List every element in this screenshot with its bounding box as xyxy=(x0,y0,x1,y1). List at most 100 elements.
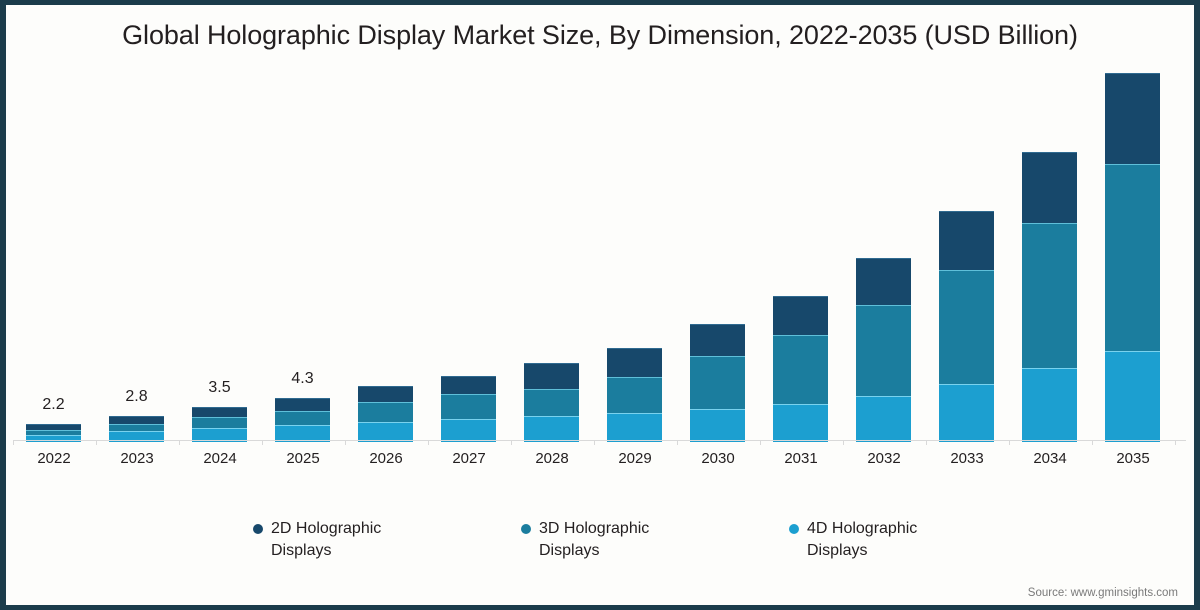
x-axis-label-2032: 2032 xyxy=(867,450,901,467)
bar-segment-2d[interactable] xyxy=(441,376,496,394)
legend-color-swatch-icon xyxy=(253,524,263,534)
bar-segment-2d[interactable] xyxy=(1105,73,1160,164)
bar-segment-2d[interactable] xyxy=(192,407,247,417)
bar-2029[interactable] xyxy=(607,348,662,442)
bar-segment-2d[interactable] xyxy=(856,258,911,305)
bar-segment-4d[interactable] xyxy=(1022,368,1077,442)
bar-value-label-2024: 3.5 xyxy=(208,379,231,396)
bar-2023[interactable] xyxy=(109,416,164,442)
x-tick-2033 xyxy=(926,440,927,445)
bar-2030[interactable] xyxy=(690,324,745,442)
bar-segment-4d[interactable] xyxy=(26,435,81,442)
bar-segment-3d[interactable] xyxy=(773,335,828,404)
bar-segment-4d[interactable] xyxy=(607,413,662,442)
legend-color-swatch-icon xyxy=(789,524,799,534)
bar-segment-2d[interactable] xyxy=(607,348,662,377)
bar-segment-4d[interactable] xyxy=(1105,351,1160,442)
bar-2035[interactable] xyxy=(1105,73,1160,442)
bar-2026[interactable] xyxy=(358,386,413,442)
bar-2034[interactable] xyxy=(1022,152,1077,442)
x-axis-line xyxy=(14,440,1186,441)
x-axis-label-2029: 2029 xyxy=(618,450,652,467)
bar-segment-2d[interactable] xyxy=(939,211,994,270)
bar-segment-4d[interactable] xyxy=(690,409,745,442)
bar-segment-4d[interactable] xyxy=(856,396,911,442)
bar-value-label-2025: 4.3 xyxy=(291,370,314,387)
legend-color-swatch-icon xyxy=(521,524,531,534)
bar-segment-3d[interactable] xyxy=(109,424,164,431)
x-axis-label-2025: 2025 xyxy=(286,450,320,467)
bar-2028[interactable] xyxy=(524,363,579,442)
legend-item-1[interactable]: 2D Holographic Displays xyxy=(253,518,411,562)
legend-item-3[interactable]: 4D Holographic Displays xyxy=(789,518,947,562)
bar-segment-2d[interactable] xyxy=(1022,152,1077,223)
bar-segment-3d[interactable] xyxy=(1022,223,1077,368)
bar-segment-3d[interactable] xyxy=(1105,164,1160,351)
x-axis-label-2034: 2034 xyxy=(1033,450,1067,467)
bar-segment-3d[interactable] xyxy=(441,394,496,419)
bar-segment-3d[interactable] xyxy=(690,356,745,409)
bar-segment-2d[interactable] xyxy=(109,416,164,424)
x-tick-2025 xyxy=(262,440,263,445)
bar-2025[interactable] xyxy=(275,398,330,442)
bar-value-label-2023: 2.8 xyxy=(125,388,148,405)
x-tick-2022 xyxy=(13,440,14,445)
bar-segment-4d[interactable] xyxy=(524,416,579,442)
bar-segment-3d[interactable] xyxy=(275,411,330,425)
bar-segment-2d[interactable] xyxy=(275,398,330,411)
bar-segment-4d[interactable] xyxy=(192,428,247,442)
x-axis-label-2027: 2027 xyxy=(452,450,486,467)
bar-segment-3d[interactable] xyxy=(358,402,413,422)
bar-segment-4d[interactable] xyxy=(773,404,828,442)
legend-label: 2D Holographic Displays xyxy=(271,520,382,559)
x-axis-label-2033: 2033 xyxy=(950,450,984,467)
bar-2024[interactable] xyxy=(192,407,247,442)
plot-area xyxy=(0,60,1200,442)
bar-segment-4d[interactable] xyxy=(109,431,164,442)
bar-segment-2d[interactable] xyxy=(773,296,828,335)
bar-2022[interactable] xyxy=(26,424,81,442)
bar-segment-4d[interactable] xyxy=(939,384,994,442)
x-axis-label-2031: 2031 xyxy=(784,450,818,467)
x-axis-label-2030: 2030 xyxy=(701,450,735,467)
bar-2032[interactable] xyxy=(856,258,911,442)
x-tick-2034 xyxy=(1009,440,1010,445)
x-tick-2035 xyxy=(1092,440,1093,445)
bar-segment-3d[interactable] xyxy=(524,389,579,416)
bar-segment-2d[interactable] xyxy=(358,386,413,402)
x-tick-2028 xyxy=(511,440,512,445)
bar-2033[interactable] xyxy=(939,211,994,442)
bar-segment-4d[interactable] xyxy=(275,425,330,442)
x-tick-2026 xyxy=(345,440,346,445)
bar-segment-2d[interactable] xyxy=(524,363,579,389)
x-tick-2023 xyxy=(96,440,97,445)
x-axis-label-2035: 2035 xyxy=(1116,450,1150,467)
bar-segment-2d[interactable] xyxy=(26,424,81,430)
bar-2027[interactable] xyxy=(441,376,496,442)
bar-segment-3d[interactable] xyxy=(939,270,994,384)
bar-segment-3d[interactable] xyxy=(856,305,911,396)
x-tick-2031 xyxy=(760,440,761,445)
x-tick-2029 xyxy=(594,440,595,445)
x-axis-label-2024: 2024 xyxy=(203,450,237,467)
bar-segment-4d[interactable] xyxy=(441,419,496,442)
bar-2031[interactable] xyxy=(773,296,828,442)
bar-segment-3d[interactable] xyxy=(192,417,247,428)
bar-segment-4d[interactable] xyxy=(358,422,413,442)
bar-segment-2d[interactable] xyxy=(690,324,745,356)
x-tick-end xyxy=(1175,440,1176,445)
x-tick-2024 xyxy=(179,440,180,445)
page-title: Global Holographic Display Market Size, … xyxy=(122,20,1078,50)
chart-legend: 2D Holographic Displays 3D Holographic Disp… xyxy=(0,518,1200,562)
bar-value-label-2022: 2.2 xyxy=(42,396,65,413)
legend-item-2[interactable]: 3D Holographic Displays xyxy=(521,518,679,562)
x-tick-2027 xyxy=(428,440,429,445)
x-axis-label-2026: 2026 xyxy=(369,450,403,467)
bar-segment-3d[interactable] xyxy=(26,430,81,435)
source-attribution: Source: www.gminsights.com xyxy=(1027,587,1178,599)
x-axis-label-2023: 2023 xyxy=(120,450,154,467)
x-axis-label-2022: 2022 xyxy=(37,450,71,467)
bar-segment-3d[interactable] xyxy=(607,377,662,413)
